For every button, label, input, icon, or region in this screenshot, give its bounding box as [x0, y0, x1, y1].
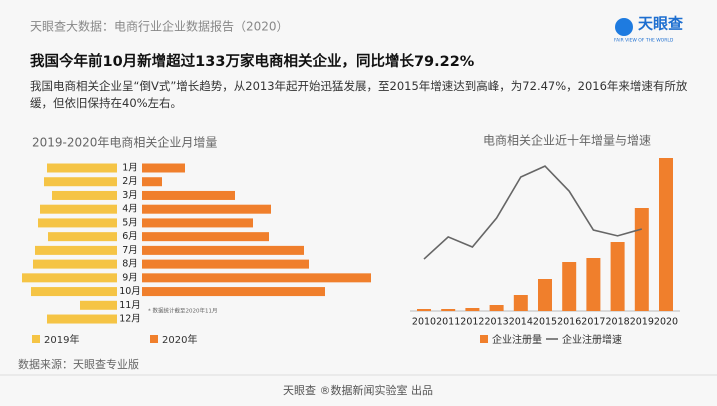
bar — [513, 295, 528, 311]
legend-swatch — [480, 335, 488, 343]
bar — [465, 308, 480, 311]
bar — [142, 259, 309, 269]
bar — [142, 177, 162, 187]
description: 我国电商相关企业呈“倒V式”增长趋势，从2013年起开始迅猛发展，至2015年增… — [30, 79, 688, 110]
bar — [142, 287, 325, 297]
bar — [22, 273, 117, 283]
legend-label: 2020年 — [162, 333, 197, 346]
x-tick-label: 2013 — [485, 317, 509, 328]
annotation: * 数据统计截至2020年11月 — [148, 307, 218, 315]
bar — [47, 314, 117, 324]
bar — [44, 177, 117, 187]
category-label: 12月 — [119, 314, 141, 325]
logo-text: 天眼查 — [638, 15, 684, 33]
bar — [142, 218, 253, 228]
bar — [142, 204, 271, 214]
bar — [52, 190, 117, 200]
category-label: 8月 — [122, 259, 138, 270]
category-label: 4月 — [122, 204, 138, 215]
x-tick-label: 2011 — [436, 317, 460, 328]
bar — [142, 163, 185, 173]
headline: 我国今年前10月新增超过133万家电商相关企业，同比增长79.22% — [30, 52, 475, 70]
x-tick-label: 2018 — [606, 317, 630, 328]
footer: 天眼查 ®数据新闻实验室 出品 — [283, 383, 433, 397]
bar — [562, 262, 577, 311]
bar — [538, 279, 552, 311]
bar — [417, 309, 431, 311]
x-tick-label: 2017 — [581, 317, 605, 328]
source: 数据来源：天眼查专业版 — [18, 357, 139, 371]
bar — [48, 232, 117, 242]
bar — [610, 242, 625, 311]
bar — [31, 287, 117, 297]
bar — [47, 163, 117, 173]
bar — [35, 245, 117, 255]
x-tick-label: 2014 — [509, 317, 533, 328]
x-tick-label: 2020 — [654, 317, 678, 328]
bar — [33, 259, 117, 269]
x-tick-label: 2016 — [557, 317, 581, 328]
bar — [634, 208, 649, 311]
x-tick-label: 2010 — [412, 317, 436, 328]
chart-title: 2019-2020年电商相关企业月增量 — [32, 135, 217, 150]
category-label: 2月 — [122, 176, 138, 187]
logo-icon — [615, 18, 633, 36]
chart-title: 电商相关企业近十年增量与增速 — [483, 133, 651, 148]
bar — [38, 218, 117, 228]
bar — [40, 204, 117, 214]
bar — [142, 190, 235, 200]
category-label: 9月 — [122, 272, 138, 283]
legend-swatch — [150, 335, 158, 343]
category-label: 5月 — [122, 217, 138, 228]
category-label: 6月 — [122, 231, 138, 242]
bar — [489, 305, 504, 311]
bar — [586, 258, 601, 311]
line — [423, 165, 643, 260]
logo-sub: FAIR VIEW OF THE WORLD — [614, 38, 674, 44]
bar — [80, 300, 117, 310]
legend-label: 2019年 — [44, 333, 79, 346]
bar — [142, 232, 269, 242]
legend-label: 企业注册增速 — [562, 333, 622, 346]
x-tick-label: 2012 — [460, 317, 484, 328]
category-label: 7月 — [122, 245, 138, 256]
category-label: 1月 — [122, 163, 138, 174]
category-label: 3月 — [122, 190, 138, 201]
category-label: 11月 — [119, 300, 141, 311]
x-tick-label: 2015 — [533, 317, 557, 328]
category-label: 10月 — [119, 286, 141, 297]
bar — [659, 158, 673, 311]
legend-label: 企业注册量 — [492, 333, 542, 346]
bar — [441, 309, 456, 311]
bar — [142, 273, 371, 283]
report-title: 天眼查大数据：电商行业企业数据报告（2020） — [30, 19, 289, 34]
legend-swatch — [32, 335, 40, 343]
bar — [142, 245, 304, 255]
x-tick-label: 2019 — [630, 317, 654, 328]
